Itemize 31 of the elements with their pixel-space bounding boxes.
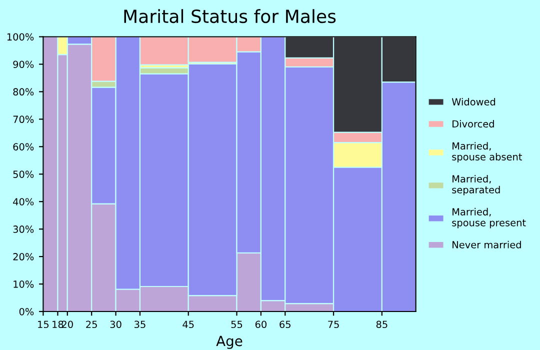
legend-label: Married, spouse absent bbox=[452, 142, 522, 162]
chart-title: Marital Status for Males bbox=[124, 9, 336, 24]
x-tick-label: 85 bbox=[376, 320, 388, 328]
y-tick-label: 50% bbox=[13, 170, 34, 178]
x-tick-label: 35 bbox=[134, 320, 146, 328]
y-tick-label: 20% bbox=[13, 253, 34, 260]
x-tick-label: 55 bbox=[231, 320, 242, 328]
legend-label: Never married bbox=[452, 240, 521, 248]
legend-label: Divorced bbox=[452, 120, 494, 128]
y-tick-label: 10% bbox=[14, 280, 34, 288]
y-tick-label: 30% bbox=[13, 226, 34, 233]
y-tick-label: 80% bbox=[13, 88, 34, 96]
y-tick-label: 70% bbox=[13, 116, 34, 124]
y-tick-label: 0% bbox=[19, 308, 34, 316]
x-tick-label: 15 bbox=[38, 320, 49, 328]
y-tick-label: 100% bbox=[7, 33, 34, 41]
x-tick-label: 25 bbox=[86, 320, 97, 328]
y-tick-label: 40% bbox=[13, 198, 34, 206]
x-tick-label: 30 bbox=[110, 320, 122, 328]
x-axis-title: Age bbox=[216, 336, 242, 349]
y-tick-label: 60% bbox=[13, 143, 34, 150]
x-tick-label: 20 bbox=[62, 320, 73, 328]
y-tick-label: 90% bbox=[13, 60, 34, 68]
x-tick-label: 45 bbox=[182, 320, 194, 328]
x-tick-label: 65 bbox=[280, 320, 290, 328]
legend-label: Married, separated bbox=[452, 175, 500, 196]
legend-label: Widowed bbox=[452, 98, 496, 106]
x-tick-label: 60 bbox=[255, 320, 266, 328]
legend-label: Married, spouse present bbox=[452, 208, 526, 228]
x-tick-label: 75 bbox=[328, 320, 339, 328]
x-tick-label: 18 bbox=[52, 320, 64, 328]
